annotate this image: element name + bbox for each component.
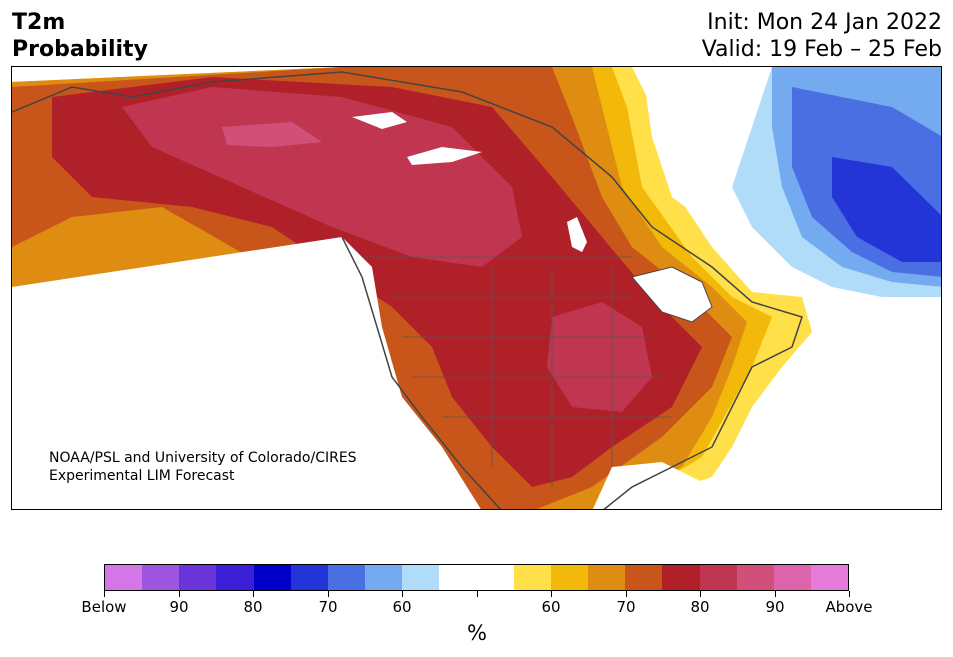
gulf-of-mexico [592, 462, 712, 509]
colorbar-tick-label: 70 [318, 598, 338, 616]
colorbar-bin [476, 565, 514, 590]
colorbar-tick [775, 591, 776, 597]
above-region-80 [52, 77, 702, 487]
colorbar-bin [550, 565, 589, 590]
colorbar-tick [849, 591, 850, 597]
colorbar-tick [402, 591, 403, 597]
colorbar-tick [179, 591, 180, 597]
colorbar-bin [699, 565, 737, 590]
colorbar-tick-label: 90 [169, 598, 189, 616]
colorbar-bin [365, 565, 403, 590]
valid-range: Valid: 19 Feb – 25 Feb [701, 37, 942, 62]
colorbar-tick [477, 591, 478, 597]
atlantic-ocean [712, 297, 941, 509]
colorbar-unit: % [467, 621, 487, 645]
above-region-90 [222, 122, 322, 147]
colorbar-bin [327, 565, 366, 590]
colorbar [104, 564, 849, 591]
colorbar-bin [290, 565, 328, 590]
colorbar-bin [179, 565, 217, 590]
colorbar-tick-label: 60 [392, 598, 412, 616]
lake-winnipeg [567, 217, 587, 252]
colorbar-tick-label: 80 [690, 598, 710, 616]
above-region-85b [547, 302, 652, 412]
below-region-75 [832, 157, 941, 262]
colorbar-bin [402, 565, 440, 590]
colorbar-bin [105, 565, 143, 590]
colorbar-bin [513, 565, 551, 590]
colorbar-bin [773, 565, 811, 590]
probability-map-svg [12, 67, 941, 509]
colorbar-tick-label: Above [825, 598, 873, 616]
title-line-1: T2m [12, 10, 66, 35]
pacific-ocean [12, 237, 481, 509]
colorbar-tick [626, 591, 627, 597]
great-slave-lake [407, 147, 482, 165]
great-lakes [631, 266, 713, 323]
colorbar-tick-label: 60 [541, 598, 561, 616]
colorbar-bin [588, 565, 626, 590]
colorbar-bin [216, 565, 254, 590]
state-borders [362, 256, 672, 487]
map-credit: NOAA/PSL and University of Colorado/CIRE… [49, 449, 357, 485]
colorbar-tick-label: Below [81, 598, 127, 616]
colorbar-tick [104, 591, 105, 597]
coastline [12, 71, 803, 509]
colorbar-tick-label: 80 [243, 598, 263, 616]
colorbar-tick [328, 591, 329, 597]
above-region-85 [122, 87, 522, 267]
forecast-dates: Init: Mon 24 Jan 2022 Valid: 19 Feb – 25… [702, 9, 942, 63]
colorbar-bin [736, 565, 774, 590]
map-title: T2m Probability [12, 9, 148, 63]
colorbar-tick-label: 90 [765, 598, 785, 616]
credit-line-2: Experimental LIM Forecast [49, 468, 235, 484]
colorbar-bin [810, 565, 849, 590]
colorbar-tick [551, 591, 552, 597]
colorbar-bin [253, 565, 291, 590]
neutral-hudson-bay [642, 67, 772, 227]
colorbar-bin [439, 565, 477, 590]
colorbar-tick [253, 591, 254, 597]
colorbar-tick [700, 591, 701, 597]
colorbar-bin [662, 565, 700, 590]
init-date: Init: Mon 24 Jan 2022 [707, 10, 942, 35]
colorbar-bin [625, 565, 663, 590]
colorbar-tick-label: 70 [616, 598, 636, 616]
forecast-map [11, 66, 942, 510]
colorbar-bin [142, 565, 180, 590]
credit-line-1: NOAA/PSL and University of Colorado/CIRE… [49, 450, 357, 466]
title-line-2: Probability [12, 37, 148, 62]
great-bear-lake [352, 112, 407, 129]
